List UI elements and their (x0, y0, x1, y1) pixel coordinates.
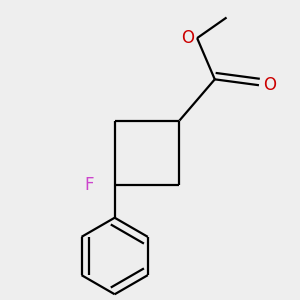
Text: O: O (181, 29, 194, 47)
Text: F: F (85, 176, 94, 194)
Text: O: O (263, 76, 276, 94)
